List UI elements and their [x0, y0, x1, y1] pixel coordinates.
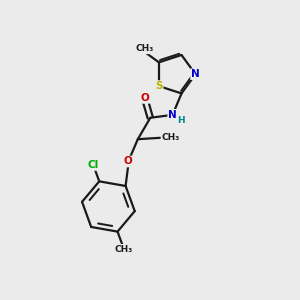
- Text: O: O: [141, 93, 149, 103]
- Text: CH₃: CH₃: [135, 44, 154, 53]
- Text: O: O: [123, 157, 132, 166]
- Text: CH₃: CH₃: [161, 133, 180, 142]
- Text: S: S: [155, 81, 163, 91]
- Text: CH₃: CH₃: [115, 245, 133, 254]
- Text: H: H: [177, 116, 185, 125]
- Text: Cl: Cl: [87, 160, 98, 170]
- Text: N: N: [191, 69, 200, 79]
- Text: N: N: [168, 110, 177, 120]
